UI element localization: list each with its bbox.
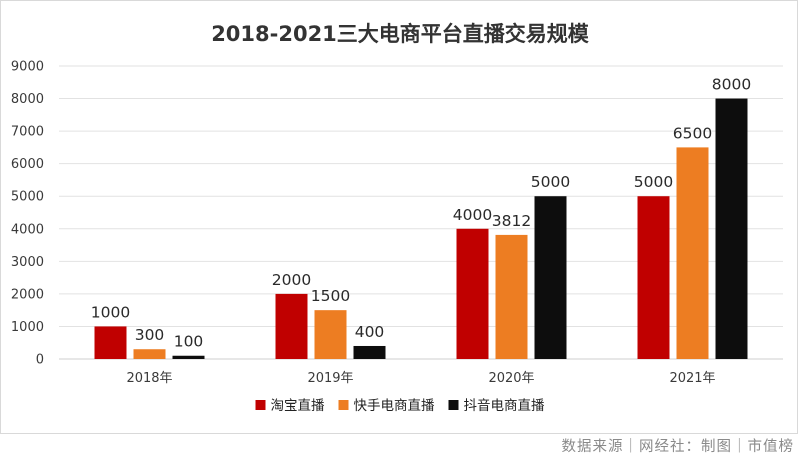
data-label: 1500 bbox=[311, 287, 350, 305]
x-category-label: 2020年 bbox=[488, 371, 534, 386]
x-category-label: 2019年 bbox=[307, 371, 353, 386]
data-label: 5000 bbox=[531, 173, 570, 191]
bar bbox=[172, 355, 205, 359]
bar bbox=[314, 310, 347, 359]
data-label: 8000 bbox=[712, 76, 751, 94]
y-tick-label: 3000 bbox=[11, 255, 44, 270]
data-label: 6500 bbox=[673, 124, 712, 142]
y-tick-label: 5000 bbox=[11, 190, 44, 205]
x-axis-categories: 2018年 2019年 2020年 2021年 bbox=[126, 371, 715, 386]
gridlines bbox=[59, 65, 783, 360]
data-label: 5000 bbox=[634, 173, 673, 191]
legend-label: 淘宝直播 bbox=[271, 398, 325, 414]
bar-chart: 2018-2021三大电商平台直播交易规模 0 1000 2000 3000 4000 5… bbox=[11, 22, 783, 414]
data-label: 300 bbox=[135, 326, 165, 344]
bar bbox=[495, 234, 528, 359]
y-tick-label: 6000 bbox=[11, 157, 44, 172]
data-label: 1000 bbox=[91, 303, 130, 321]
data-label: 4000 bbox=[453, 206, 492, 224]
bar bbox=[275, 293, 308, 359]
y-tick-label: 9000 bbox=[11, 60, 44, 75]
data-label: 3812 bbox=[492, 212, 531, 230]
data-label: 2000 bbox=[272, 271, 311, 289]
legend-swatch bbox=[255, 400, 266, 410]
y-tick-label: 8000 bbox=[11, 92, 44, 107]
y-axis-ticks: 0 1000 2000 3000 4000 5000 6000 7000 8000 9000 bbox=[11, 60, 44, 368]
x-category-label: 2021年 bbox=[669, 371, 715, 386]
bar bbox=[676, 147, 709, 359]
bar bbox=[456, 228, 489, 359]
chart-frame: 2018-2021三大电商平台直播交易规模 0 1000 2000 3000 4000 5… bbox=[0, 0, 798, 434]
legend-swatch bbox=[338, 400, 349, 410]
data-label: 100 bbox=[174, 333, 204, 351]
legend-label: 抖音电商直播 bbox=[464, 397, 545, 414]
legend: 淘宝直播 快手电商直播 抖音电商直播 bbox=[255, 397, 545, 414]
bar bbox=[534, 196, 567, 359]
y-tick-label: 0 bbox=[36, 353, 44, 368]
bar bbox=[133, 349, 166, 359]
y-tick-label: 7000 bbox=[11, 125, 44, 140]
bar bbox=[94, 326, 127, 359]
bar bbox=[637, 196, 670, 359]
y-tick-label: 4000 bbox=[11, 222, 44, 237]
bar bbox=[353, 345, 386, 359]
legend-swatch bbox=[448, 400, 459, 410]
x-category-label: 2018年 bbox=[126, 371, 172, 386]
data-label: 400 bbox=[355, 323, 385, 341]
y-tick-label: 2000 bbox=[11, 287, 44, 302]
chart-title: 2018-2021三大电商平台直播交易规模 bbox=[211, 22, 590, 46]
y-tick-label: 1000 bbox=[11, 320, 44, 335]
bars bbox=[94, 98, 748, 360]
bar bbox=[715, 98, 748, 360]
source-caption: 数据来源｜网经社：制图｜市值榜 bbox=[561, 439, 794, 455]
legend-label: 快手电商直播 bbox=[354, 398, 435, 414]
